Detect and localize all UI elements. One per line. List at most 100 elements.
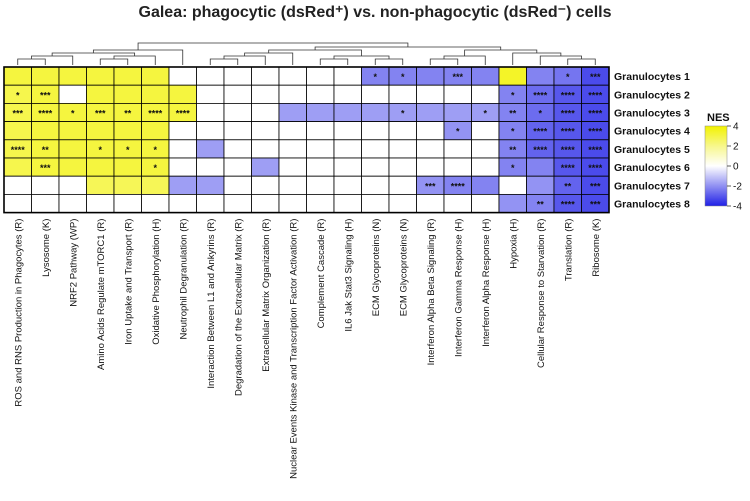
heatmap-cell: [471, 84, 500, 104]
heatmap-cell: [278, 84, 307, 104]
heatmap-cell: [86, 157, 115, 177]
heatmap-cell: [471, 121, 500, 141]
heatmap-cell: [251, 157, 280, 177]
heatmap-cell: [196, 157, 225, 177]
nes-legend: NES 4 2 0 -2 -4: [704, 112, 742, 213]
row-label: Granulocytes 4: [614, 126, 690, 138]
column-label: Oxidative Phosphorylation (H): [151, 219, 162, 345]
heatmap-cell: [86, 175, 115, 195]
heatmap-cell: [168, 175, 197, 195]
significance-mark: ***: [40, 163, 51, 173]
column-label: Amino Acids Regulate mTORC1 (R): [96, 219, 107, 370]
heatmap-cell: [388, 139, 417, 159]
significance-mark: ***: [590, 200, 601, 210]
heatmap-cell: [168, 66, 197, 86]
column-label: ROS and RNS Production in Phagocytes (R): [14, 219, 25, 407]
column-label: ECM Glycoproteins (N): [399, 219, 410, 317]
dendrogram-branch: [31, 55, 74, 65]
legend-tick-label: 0: [733, 162, 739, 173]
heatmap-cell: [471, 139, 500, 159]
column-dendrogram: [17, 42, 596, 65]
heatmap-cell: [196, 175, 225, 195]
column-label: Interferon Gamma Response (H): [454, 219, 465, 357]
heatmap-cell: [223, 175, 252, 195]
heatmap-cell: [251, 66, 280, 86]
significance-marks: * * *** * **** *** * **** **** ******* **** * *** ** *…: [11, 72, 603, 209]
heatmap-cell: [58, 139, 87, 159]
column-label: Hypoxia (H): [509, 219, 520, 269]
heatmap-cell: [251, 103, 280, 123]
heatmap-cell: [278, 121, 307, 141]
heatmap-cell: [333, 139, 362, 159]
row-label: Granulocytes 3: [614, 108, 690, 120]
row-label: Granulocytes 5: [614, 144, 690, 156]
heatmap-cell: [361, 84, 390, 104]
heatmap-cell: [471, 175, 500, 195]
heatmap-cell: [223, 139, 252, 159]
heatmap-cell: [306, 193, 335, 213]
heatmap-cell: [58, 84, 87, 104]
heatmap-cell: [278, 157, 307, 177]
dendrogram-branch: [429, 58, 459, 65]
significance-mark: ***: [95, 109, 106, 119]
dendrogram-branch: [443, 55, 486, 65]
heatmap-cell: [471, 66, 500, 86]
legend-tick-label: -2: [733, 182, 742, 193]
heatmap-cell: [251, 175, 280, 195]
significance-mark: ***: [425, 181, 436, 191]
heatmap-cell: [388, 157, 417, 177]
heatmap-cell: [443, 84, 472, 104]
legend-tick-label: 2: [733, 142, 739, 153]
row-label: Granulocytes 7: [614, 180, 690, 192]
heatmap-cell: [141, 121, 170, 141]
column-label: Interferon Alpha Response (H): [481, 219, 492, 347]
heatmap-cell: [361, 193, 390, 213]
heatmap-cell: [333, 66, 362, 86]
heatmap-cell: [306, 121, 335, 141]
significance-mark: *: [126, 145, 130, 155]
heatmap-cell: [141, 84, 170, 104]
heatmap-cell: [196, 103, 225, 123]
heatmap-cell: [58, 193, 87, 213]
significance-mark: *: [483, 109, 487, 119]
heatmap-cell: [416, 139, 445, 159]
heatmap-cell: [361, 121, 390, 141]
heatmap-cell: [141, 66, 170, 86]
heatmap-cell: [278, 193, 307, 213]
heatmap-cell: [223, 121, 252, 141]
heatmap-cell: [333, 193, 362, 213]
chart-title: Galea: phagocytic (dsRed⁺) vs. non-phago…: [139, 4, 612, 21]
heatmap-cell: [278, 139, 307, 159]
heatmap-cell: [31, 175, 60, 195]
heatmap-cell: [526, 175, 555, 195]
significance-mark: ****: [588, 145, 603, 155]
dendrogram-branch: [244, 52, 294, 65]
heatmap-cell: [251, 121, 280, 141]
significance-mark: ****: [176, 109, 191, 119]
heatmap-cell: [333, 103, 362, 123]
dendrogram-branch: [512, 52, 562, 65]
heatmap-cell: [388, 193, 417, 213]
heatmap-cell: [113, 121, 142, 141]
heatmap-cell: [31, 121, 60, 141]
heatmap-cell: [471, 157, 500, 177]
heatmap-cell: [3, 175, 32, 195]
dendrogram-branch: [209, 58, 239, 65]
heatmap-cell: [113, 193, 142, 213]
legend-tick-label: -4: [733, 202, 742, 213]
significance-mark: ****: [533, 145, 548, 155]
significance-mark: *: [401, 72, 405, 82]
significance-mark: ****: [588, 127, 603, 137]
heatmap-cell: [443, 139, 472, 159]
heatmap-cell: [196, 84, 225, 104]
dendrogram-branch: [314, 46, 502, 50]
significance-mark: ****: [533, 90, 548, 100]
heatmap-cell: [278, 175, 307, 195]
heatmap-cell: [223, 157, 252, 177]
dendrogram-branch: [113, 55, 156, 65]
significance-mark: *: [16, 90, 20, 100]
heatmap-cell: [168, 193, 197, 213]
heatmap-cell: [196, 66, 225, 86]
significance-mark: ***: [452, 72, 463, 82]
dendrogram-branch: [374, 58, 404, 65]
